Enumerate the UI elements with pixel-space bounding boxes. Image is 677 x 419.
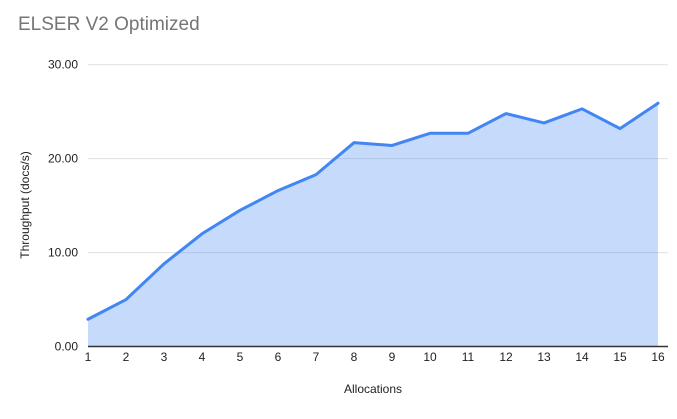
x-tick-label: 4 xyxy=(199,350,206,364)
x-tick-label: 2 xyxy=(123,350,130,364)
y-tick-label: 20.00 xyxy=(48,152,78,166)
x-tick-label: 6 xyxy=(275,350,282,364)
x-axis-title: Allocations xyxy=(343,382,403,396)
x-tick-label: 16 xyxy=(651,350,665,364)
y-tick-label: 30.00 xyxy=(48,58,78,72)
x-tick-label: 11 xyxy=(462,350,475,364)
chart-title: ELSER V2 Optimized xyxy=(18,14,200,35)
x-tick-label: 1 xyxy=(85,350,92,364)
x-tick-label: 7 xyxy=(313,350,320,364)
throughput-series-line xyxy=(86,101,660,321)
y-tick-label: 0.00 xyxy=(55,340,79,354)
x-tick-label: 8 xyxy=(351,350,358,364)
x-tick-label: 3 xyxy=(161,350,168,364)
x-tick-label: 13 xyxy=(537,350,551,364)
x-tick-label: 14 xyxy=(575,350,589,364)
throughput-area-fill xyxy=(88,103,658,347)
x-tick-label: 10 xyxy=(423,350,437,364)
x-tick-label: 12 xyxy=(499,350,513,364)
y-tick-label: 10.00 xyxy=(48,246,78,260)
x-tick-label: 15 xyxy=(613,350,627,364)
x-tick-label: 9 xyxy=(389,350,396,364)
x-tick-label: 5 xyxy=(237,350,244,364)
